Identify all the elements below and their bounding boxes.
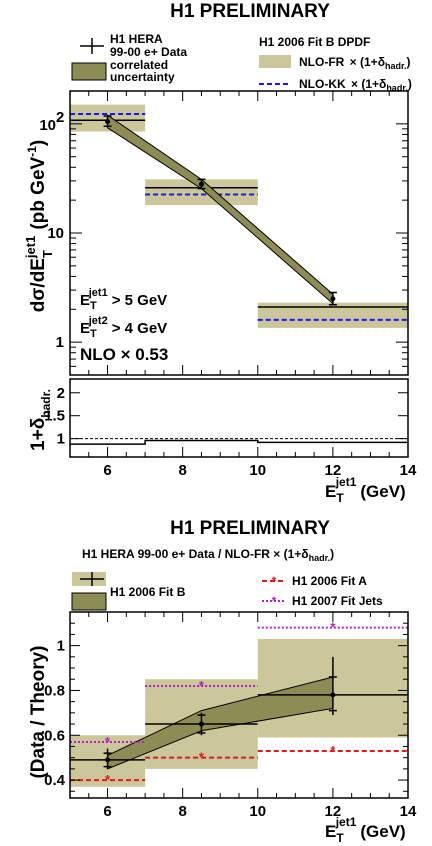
legend-header: H1 2006 Fit B DPDF bbox=[259, 35, 370, 49]
ratio-point bbox=[198, 721, 204, 727]
data-point bbox=[330, 296, 336, 302]
nlo-scale-factor: NLO × 0.53 bbox=[80, 345, 168, 364]
y-tick-exponent: 2 bbox=[56, 109, 64, 126]
hadr-y-tick-label: 1.5 bbox=[44, 408, 65, 425]
legend-top-left: H1 HERA 99-00 e+ Data correlated uncerta… bbox=[71, 32, 187, 84]
fita-marker: * bbox=[330, 743, 336, 758]
y-tick-label: 10 bbox=[39, 117, 56, 134]
legend-fita-label: H1 2006 Fit A bbox=[292, 574, 367, 588]
fitjets-marker: * bbox=[330, 620, 336, 635]
legend-fitb-label: H1 2006 Fit B bbox=[110, 585, 186, 599]
chart-title-top: H1 PRELIMINARY bbox=[170, 1, 330, 22]
y-tick-label: 10 bbox=[47, 225, 64, 242]
x-tick-label: 6 bbox=[103, 462, 111, 479]
fita-marker: * bbox=[199, 750, 205, 765]
ratio-y-tick-label: 0.8 bbox=[44, 682, 65, 699]
hadr-correction-line bbox=[70, 439, 408, 445]
ylabel-hadr: 1+δhadr. bbox=[28, 389, 53, 451]
xlabel-top: ETjet1 (GeV) bbox=[325, 475, 406, 505]
chart-title-bottom: H1 PRELIMINARY bbox=[170, 518, 330, 539]
x-tick-label: 6 bbox=[103, 803, 111, 820]
correlated-uncertainty-band bbox=[107, 114, 334, 305]
data-point bbox=[198, 181, 204, 187]
x-tick-label: 10 bbox=[249, 462, 266, 479]
svg-text:*: * bbox=[272, 574, 277, 588]
legend-kk-label: NLO-KK × (1+δhadr.) bbox=[299, 77, 412, 93]
legend-fitjets-label: H1 2007 Fit Jets bbox=[292, 594, 383, 608]
legend-data-label-1: H1 HERA bbox=[110, 32, 163, 46]
x-tick-label: 12 bbox=[325, 462, 342, 479]
data-point bbox=[105, 119, 111, 125]
ratio-point bbox=[330, 692, 336, 698]
cut-jet2: ETjet2 > 4 GeV bbox=[80, 315, 167, 340]
legend-data-label-2: 99-00 e+ Data bbox=[110, 45, 187, 59]
legend-fitb-swatch bbox=[71, 592, 107, 611]
y-tick-label: 1 bbox=[56, 334, 64, 351]
legend-corr-label-1: correlated bbox=[110, 58, 168, 72]
legend-corr-swatch bbox=[71, 62, 107, 81]
legend-top-right: H1 2006 Fit B DPDF NLO-FR × (1+δhadr.) N… bbox=[259, 35, 412, 93]
ylabel-cross-section: dσ/dETjet1(pb GeV-1) bbox=[23, 140, 55, 312]
legend-bottom: H1 2006 Fit B * H1 2006 Fit A * H1 2007 … bbox=[71, 572, 383, 611]
hadr-frame bbox=[69, 378, 409, 458]
legend-corr-label-2: uncertainty bbox=[110, 70, 175, 84]
hadr-y-tick-label: 2 bbox=[57, 385, 65, 402]
ratio-y-tick-label: 1 bbox=[57, 638, 65, 655]
x-tick-label: 8 bbox=[178, 803, 186, 820]
x-tick-label: 10 bbox=[249, 803, 266, 820]
hadr-y-tick-label: 1 bbox=[57, 431, 65, 448]
fitjets-marker: * bbox=[199, 678, 205, 693]
ratio-point bbox=[105, 757, 111, 763]
ylabel-ratio: (Data / Theory) bbox=[28, 645, 49, 778]
ratio-y-tick-label: 0.6 bbox=[44, 727, 65, 744]
ratio-y-tick-label: 0.4 bbox=[44, 772, 66, 789]
x-tick-label: 8 bbox=[178, 462, 186, 479]
fita-marker: * bbox=[105, 772, 111, 787]
cut-jet1: ETjet1 > 5 GeV bbox=[80, 287, 167, 312]
x-tick-label: 12 bbox=[325, 803, 342, 820]
hadronisation-correction-panel: 1 1.5 2 6 8 10 12 14 bbox=[44, 378, 417, 479]
xlabel-bottom: ETjet1 (GeV) bbox=[325, 815, 406, 845]
ratio-panel: * * * * * * 0.4 0.6 0.8 1 6 8 10 12 14 bbox=[44, 611, 417, 820]
legend-fr-label: NLO-FR × (1+δhadr.) bbox=[299, 55, 410, 71]
x-tick-label: 14 bbox=[400, 803, 417, 820]
x-tick-label: 14 bbox=[400, 462, 417, 479]
chart-subtitle-bottom: H1 HERA 99-00 e+ Data / NLO-FR × (1+δhad… bbox=[82, 547, 334, 563]
fitjets-marker: * bbox=[105, 734, 111, 749]
svg-text:*: * bbox=[272, 594, 277, 608]
